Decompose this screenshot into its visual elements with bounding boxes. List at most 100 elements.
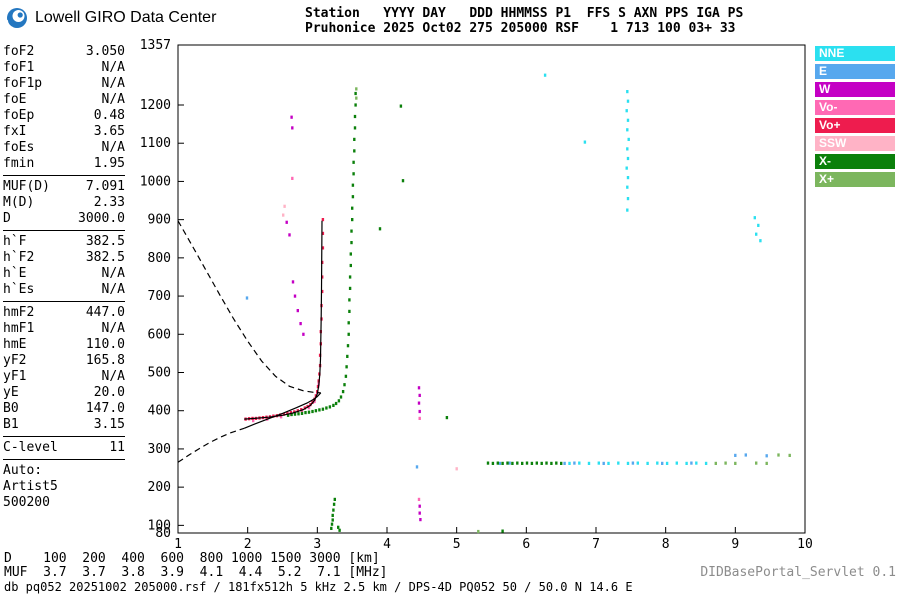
param-row-muf-d: MUF(D) 7.091 [3, 179, 125, 195]
param-label: foEs [3, 140, 35, 155]
param-value: 110.0 [85, 337, 125, 352]
y-tick-label: 80 [155, 526, 171, 541]
divider [3, 301, 125, 302]
legend-item-ssw: SSW [815, 136, 895, 151]
param-label: h`E [3, 266, 27, 281]
param-label: M(D) [3, 195, 35, 210]
status-line: db pq052 20251002 205000.rsf / 181fx512h… [4, 580, 633, 594]
param-value: 1.95 [93, 156, 125, 171]
legend-item-x: X+ [815, 172, 895, 187]
x-tick-label: 9 [731, 537, 739, 552]
param-value: 3.050 [85, 44, 125, 59]
station-header-line2: Pruhonice 2025 Oct02 275 205000 RSF 1 71… [305, 21, 736, 36]
muf-values-row: MUF 3.7 3.7 3.8 3.9 4.1 4.4 5.2 7.1 [MHz… [4, 565, 388, 580]
param-value: 447.0 [85, 305, 125, 320]
param-value: 2.33 [93, 195, 125, 210]
station-header-line1: Station YYYY DAY DDD HHMMSS P1 FFS S AXN… [305, 6, 744, 21]
curve-topside-profile [177, 220, 321, 394]
x-tick-label: 7 [592, 537, 600, 552]
param-value: 147.0 [85, 401, 125, 416]
param-value: 165.8 [85, 353, 125, 368]
scatter-series-w [285, 115, 422, 522]
curve-bottomside-profile-model [177, 427, 245, 463]
param-label: foF2 [3, 44, 35, 59]
param-row-h-es: h`Es N/A [3, 282, 125, 298]
y-tick-label: 800 [148, 251, 171, 266]
param-label: B0 [3, 401, 19, 416]
param-value: 382.5 [85, 250, 125, 265]
y-axis: 1357 1200 1100 1000 900 800 700 600 500 400 300 200… [140, 38, 184, 541]
param-row-b1: B1 3.15 [3, 417, 125, 433]
auto-line-artist5: Artist5 [3, 479, 58, 494]
y-tick-label: 300 [148, 442, 171, 457]
lowell-giro-logo-icon [6, 8, 27, 29]
x-tick-label: 6 [522, 537, 530, 552]
param-label: MUF(D) [3, 179, 50, 194]
muf-distance-row: D 100 200 400 600 800 1000 1500 3000 [km… [4, 551, 380, 566]
plot-frame [177, 44, 806, 534]
x-tick-label: 1 [174, 537, 182, 552]
param-row-d: D 3000.0 [3, 211, 125, 227]
y-tick-label: 600 [148, 327, 171, 342]
param-row-yf1: yF1 N/A [3, 369, 125, 385]
param-label: hmF2 [3, 305, 35, 320]
param-row-foes: foEs N/A [3, 140, 125, 156]
x-tick-label: 4 [383, 537, 391, 552]
param-value: 11 [109, 440, 125, 455]
param-label: h`Es [3, 282, 35, 297]
param-row-fmin: fmin 1.95 [3, 156, 125, 172]
y-tick-label: 100 [148, 518, 171, 533]
param-value: 3.15 [93, 417, 125, 432]
brand: Lowell GIRO Data Center [6, 7, 216, 29]
param-label: D [3, 211, 11, 226]
param-row-fxi: fxI 3.65 [3, 124, 125, 140]
param-value: 382.5 [85, 234, 125, 249]
param-label: fmin [3, 156, 35, 171]
param-row-fof1p: foF1p N/A [3, 76, 125, 92]
legend-item-vo: Vo- [815, 100, 895, 115]
param-label: B1 [3, 417, 19, 432]
param-value: 0.48 [93, 108, 125, 123]
scatter-series-vo [244, 218, 325, 421]
param-label: foF1p [3, 76, 43, 91]
y-tick-label: 1100 [140, 136, 171, 151]
x-axis: 1 2 3 4 5 6 7 8 9 10 [174, 527, 813, 552]
y-tick-label: 1200 [140, 98, 171, 113]
y-tick-label: 200 [148, 480, 171, 495]
divider [3, 175, 125, 176]
param-label: yE [3, 385, 19, 400]
divider [3, 436, 125, 437]
auto-label: Auto: [3, 463, 43, 478]
param-label: yF1 [3, 369, 27, 384]
curve-otrace-fit [244, 220, 323, 420]
param-label: h`F2 [3, 250, 35, 265]
param-row-foe: foE N/A [3, 92, 125, 108]
x-tick-label: 10 [797, 537, 813, 552]
y-tick-label: 700 [148, 289, 171, 304]
param-row-ye: yE 20.0 [3, 385, 125, 401]
param-value: N/A [101, 369, 125, 384]
param-row-hme: hmE 110.0 [3, 337, 125, 353]
param-label: foF1 [3, 60, 35, 75]
y-tick-label: 1000 [140, 174, 171, 189]
param-row-m-d: M(D) 2.33 [3, 195, 125, 211]
param-row-c-level: C-level 11 [3, 440, 125, 456]
legend-item-x: X- [815, 154, 895, 169]
legend-item-nne: NNE [815, 46, 895, 61]
param-label: yF2 [3, 353, 27, 368]
param-value: N/A [101, 60, 125, 75]
curve-bottomside-profile [243, 392, 322, 429]
param-value: N/A [101, 140, 125, 155]
param-label: h`F [3, 234, 27, 249]
param-row-h-f2: h`F2 382.5 [3, 250, 125, 266]
param-label: C-level [3, 440, 58, 455]
param-label: hmE [3, 337, 27, 352]
param-value: N/A [101, 321, 125, 336]
param-row-fof1: foF1 N/A [3, 60, 125, 76]
param-row-hmf1: hmF1 N/A [3, 321, 125, 337]
param-row-foep: foEp 0.48 [3, 108, 125, 124]
param-value: 7.091 [85, 179, 125, 194]
param-row-b0: B0 147.0 [3, 401, 125, 417]
param-label: foEp [3, 108, 35, 123]
legend-item-e: E [815, 64, 895, 79]
